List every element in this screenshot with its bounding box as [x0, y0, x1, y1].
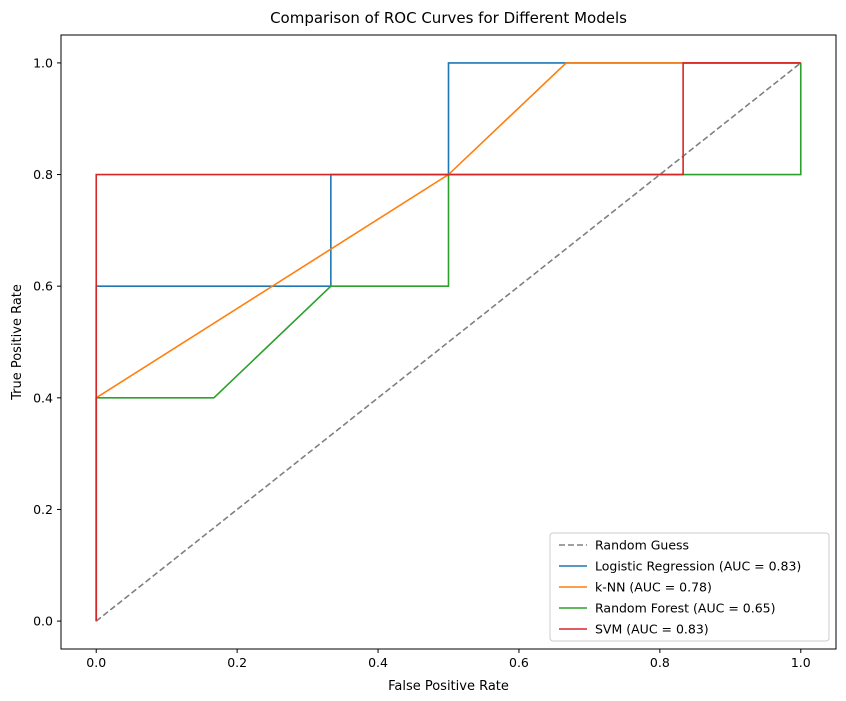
series-line-4: [95, 62, 801, 622]
legend-label: SVM (AUC = 0.83): [595, 622, 709, 637]
x-tick-label: 0.6: [509, 655, 529, 670]
y-tick-label: 0.8: [33, 167, 53, 182]
y-tick-label: 0.2: [33, 502, 53, 517]
y-tick-label: 0.4: [33, 390, 53, 405]
legend: Random Guess Logistic Regression (AUC = 0…: [549, 532, 830, 642]
x-tick-label: 0.8: [650, 655, 670, 670]
legend-box: [549, 532, 830, 642]
plot-frame: [60, 34, 837, 650]
legend-label: k-NN (AUC = 0.78): [595, 580, 712, 595]
x-tick-label: 0.0: [86, 655, 106, 670]
y-tick-label: 1.0: [33, 55, 53, 70]
legend-label: Random Guess: [595, 538, 689, 553]
y-tick-label: 0.6: [33, 279, 53, 294]
x-tick-label: 0.2: [227, 655, 247, 670]
y-axis-label: True Positive Rate: [10, 284, 25, 401]
legend-label: Logistic Regression (AUC = 0.83): [595, 559, 801, 574]
series-line-3: [95, 62, 802, 622]
legend-label: Random Forest (AUC = 0.65): [595, 601, 776, 616]
x-tick-label: 0.4: [368, 655, 388, 670]
y-tick-label: 0.0: [33, 614, 53, 629]
x-tick-label: 1.0: [791, 655, 811, 670]
chart-title: Comparison of ROC Curves for Different M…: [270, 9, 627, 27]
x-axis-label: False Positive Rate: [388, 679, 509, 694]
